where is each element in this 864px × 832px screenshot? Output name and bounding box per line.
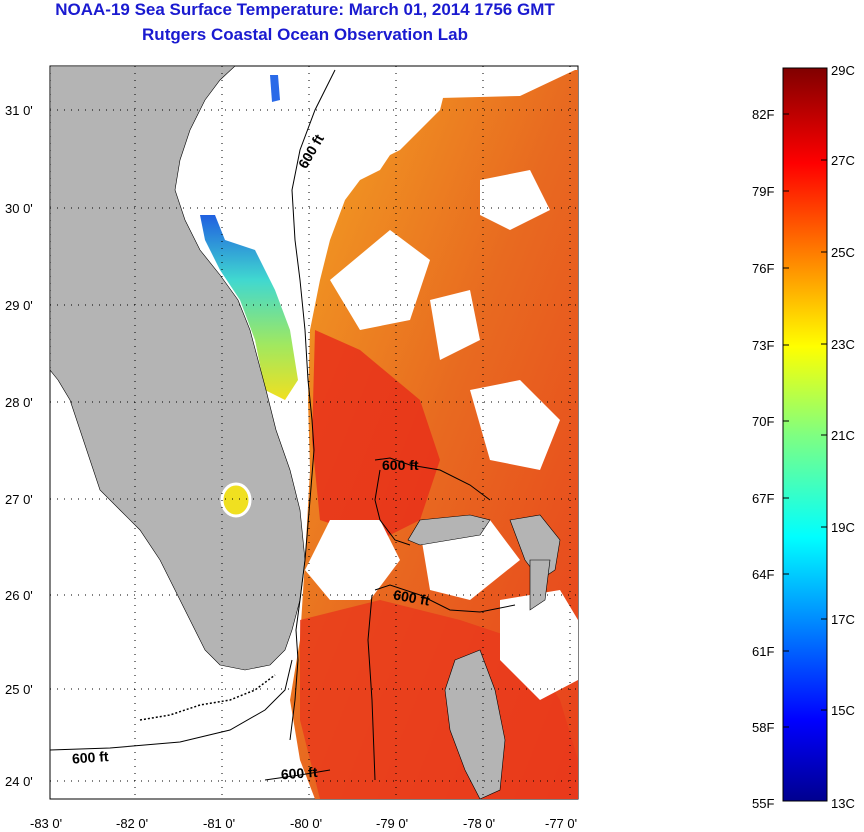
bahamas-land-andros (444, 649, 506, 799)
contour-label: 600 ft (382, 457, 419, 473)
colorbar-f-label: 55F (752, 796, 774, 811)
colorbar-c-label: 25C (831, 245, 855, 260)
cloud-patch (430, 290, 480, 360)
isobath-600ft-south (50, 659, 293, 751)
isobath-600ft-east (289, 69, 336, 741)
lat-label: 28 0' (5, 395, 33, 410)
cloud-patch (330, 230, 430, 330)
colorbar-f-label: 61F (752, 644, 774, 659)
lat-label: 31 0' (5, 103, 33, 118)
contour-label: 600 ft (280, 764, 318, 783)
isobath-600ft-bahamas (374, 457, 491, 546)
cloud-patch (305, 520, 400, 600)
bahamas-land-east (529, 559, 551, 611)
cloud-patch (320, 70, 450, 180)
colorbar-c-label: 21C (831, 428, 855, 443)
lake-okeechobee (220, 482, 252, 518)
contour-label: 600 ft (392, 586, 431, 608)
sst-coastal-blue (270, 75, 280, 102)
colorbar-ticks (783, 113, 827, 728)
florida-keys (139, 674, 276, 721)
colorbar-c-label: 27C (831, 153, 855, 168)
colorbar-f-label: 73F (752, 338, 774, 353)
colorbar-c-label: 13C (831, 796, 855, 811)
lon-label: -83 0' (30, 816, 62, 831)
colorbar-c-label: 19C (831, 520, 855, 535)
lat-label: 24 0' (5, 774, 33, 789)
colorbar-f-label: 76F (752, 261, 774, 276)
colorbar-c-label: 23C (831, 337, 855, 352)
colorbar-c-label: 29C (831, 63, 855, 78)
contour-label: 600 ft (71, 748, 109, 767)
cloud-patch (480, 170, 550, 230)
colorbar (782, 67, 828, 802)
colorbar-c-label: 15C (831, 703, 855, 718)
colorbar-f-label: 67F (752, 491, 774, 506)
lat-label: 29 0' (5, 298, 33, 313)
colorbar-f-label: 70F (752, 414, 774, 429)
colorbar-c-label: 17C (831, 612, 855, 627)
colorbar-f-label: 64F (752, 567, 774, 582)
lon-label: -78 0' (463, 816, 495, 831)
isobath-600ft-lower (264, 769, 331, 781)
lat-label: 30 0' (5, 201, 33, 216)
lat-label: 26 0' (5, 588, 33, 603)
colorbar-f-label: 58F (752, 720, 774, 735)
lon-label: -81 0' (203, 816, 235, 831)
lon-label: -80 0' (290, 816, 322, 831)
colorbar-f-label: 82F (752, 107, 774, 122)
lat-label: 25 0' (5, 682, 33, 697)
bahamas-land-grand (407, 514, 491, 546)
isobath-600ft-channel (367, 584, 516, 781)
lon-label: -77 0' (545, 816, 577, 831)
cloud-patch (500, 590, 578, 700)
lon-label: -82 0' (116, 816, 148, 831)
lat-label: 27 0' (5, 492, 33, 507)
map-title: NOAA-19 Sea Surface Temperature: March 0… (55, 0, 555, 19)
sst-coastal-cool (200, 215, 298, 400)
colorbar-f-label: 79F (752, 184, 774, 199)
cloud-patch (470, 380, 560, 470)
sst-hot-band (312, 330, 440, 540)
map-subtitle: Rutgers Coastal Ocean Observation Lab (142, 25, 468, 44)
lon-label: -79 0' (376, 816, 408, 831)
